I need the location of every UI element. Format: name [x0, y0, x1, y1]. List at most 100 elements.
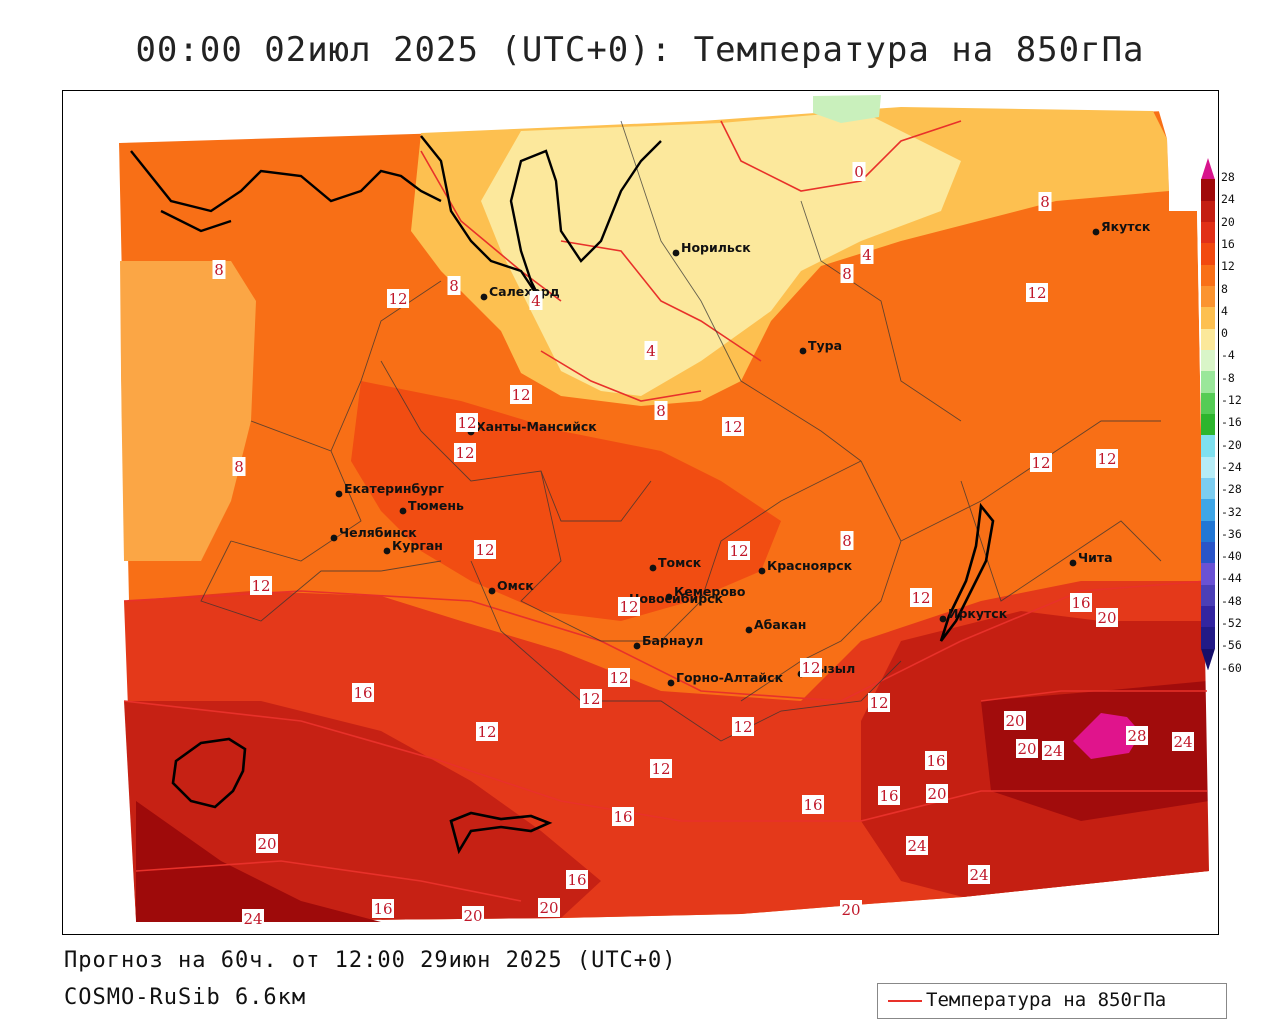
svg-text:24: 24: [907, 837, 926, 855]
temperature-map[interactable]: Норильск Якутск Салехард Тура Ханты-Мансийск…: [62, 90, 1219, 935]
svg-text:12: 12: [1031, 454, 1050, 472]
isotherm-label: 0: [852, 162, 866, 181]
svg-text:20: 20: [1097, 609, 1116, 627]
isotherm-label: 12: [387, 289, 409, 308]
colorbar-segment: [1201, 328, 1215, 351]
svg-text:24: 24: [243, 910, 262, 928]
colorbar-segment: [1201, 222, 1215, 244]
city-marker[interactable]: Салехард: [480, 284, 560, 301]
svg-text:16: 16: [879, 787, 898, 805]
city-marker[interactable]: Норильск: [672, 240, 752, 257]
lake-baikal: [939, 502, 995, 642]
isotherm-lines: [123, 120, 1208, 902]
coastlines: [130, 135, 662, 302]
svg-text:8: 8: [1040, 193, 1050, 211]
city-label: Курган: [392, 538, 443, 553]
svg-text:12: 12: [723, 418, 742, 436]
svg-text:8: 8: [656, 402, 666, 420]
isotherm-label: 12: [800, 658, 822, 677]
svg-text:20: 20: [1017, 740, 1036, 758]
colorbar-segment: [1201, 606, 1215, 628]
city-marker[interactable]: Екатеринбург: [335, 481, 445, 498]
svg-text:8: 8: [234, 458, 244, 476]
svg-text:8: 8: [842, 265, 852, 283]
svg-text:16: 16: [1071, 594, 1090, 612]
colorbar-segment: [1201, 478, 1215, 500]
isotherm-label: 24: [968, 865, 990, 884]
svg-text:4: 4: [531, 292, 541, 310]
city-label: Норильск: [681, 240, 751, 255]
colorbar-tick-label: -36: [1221, 526, 1242, 541]
svg-text:20: 20: [927, 785, 946, 803]
city-dot: [335, 490, 343, 498]
city-label: Красноярск: [767, 558, 853, 573]
city-marker[interactable]: Тура: [799, 338, 842, 355]
svg-text:20: 20: [257, 835, 276, 853]
isotherm-label: 8: [840, 531, 854, 550]
lake-balkhash: [449, 811, 553, 855]
colorbar-segment: [1201, 243, 1215, 266]
colorbar-tick-label: 20: [1221, 214, 1235, 229]
isotherm-label: 12: [910, 588, 932, 607]
svg-text:8: 8: [214, 261, 224, 279]
colorbar-segment: [1201, 392, 1215, 415]
city-marker[interactable]: Челябинск: [330, 525, 418, 542]
city-label: Омск: [497, 578, 534, 593]
legend: Температура на 850гПа: [877, 983, 1227, 1019]
colorbar-tick-label: -28: [1221, 482, 1242, 497]
svg-text:24: 24: [1043, 742, 1062, 760]
isotherm-label: 16: [566, 870, 588, 889]
colorbar-segment: [1201, 520, 1215, 543]
isotherm-label: 16: [352, 683, 374, 702]
city-marker[interactable]: Курган: [383, 538, 443, 555]
svg-text:16: 16: [353, 684, 372, 702]
city-marker[interactable]: Барнаул: [633, 633, 704, 650]
colorbar-tick-label: -4: [1221, 348, 1235, 363]
colorbar-tick-label: -52: [1221, 616, 1242, 630]
colorbar-segment: [1201, 350, 1215, 372]
isotherm-label: 12: [722, 417, 744, 436]
isotherm-label: 8: [1038, 192, 1052, 211]
city-marker[interactable]: Абакан: [745, 617, 807, 634]
city-dot: [745, 626, 753, 634]
colorbar-segment: [1201, 499, 1215, 522]
isotherm-label: 20: [1096, 608, 1118, 627]
isotherm-label: 12: [1026, 283, 1048, 302]
svg-text:16: 16: [926, 752, 945, 770]
colorbar-tick-label: 12: [1221, 259, 1235, 274]
colorbar-tick-label: 24: [1221, 192, 1235, 207]
isotherm-label: 24: [242, 909, 264, 928]
city-dot: [399, 507, 407, 515]
city-marker[interactable]: Кемерово: [665, 584, 746, 601]
city-marker[interactable]: Чита: [1069, 550, 1113, 567]
isotherm-label: 8: [232, 457, 246, 476]
aral-sea: [171, 737, 247, 809]
isotherm-label: 20: [462, 906, 484, 925]
city-marker[interactable]: Ханты-Мансийск: [467, 419, 598, 436]
city-dot: [672, 249, 680, 257]
city-marker[interactable]: Иркутск: [939, 606, 1008, 623]
isotherm-label: 12: [868, 693, 890, 712]
isotherm-label: 20: [1004, 711, 1026, 730]
isotherm-label: 16: [878, 786, 900, 805]
isotherm-label: 12: [580, 689, 602, 708]
isotherm-label: 4: [644, 341, 658, 360]
svg-text:8: 8: [449, 277, 459, 295]
city-marker[interactable]: Красноярск: [758, 558, 853, 575]
city-marker[interactable]: Горно-Алтайск: [667, 670, 784, 687]
isotherm-label: 12: [608, 668, 630, 687]
isotherm-label: 20: [256, 834, 278, 853]
colorbar-tick-label: -12: [1221, 393, 1242, 407]
city-marker[interactable]: Томск: [649, 555, 702, 572]
isotherm-label: 4: [860, 245, 874, 264]
city-dot: [488, 587, 496, 595]
city-dot: [480, 293, 488, 301]
city-marker[interactable]: Якутск: [1092, 219, 1151, 236]
city-dot: [633, 642, 641, 650]
city-label: Ханты-Мансийск: [476, 419, 597, 434]
city-dot: [667, 679, 675, 687]
city-marker[interactable]: Омск: [488, 578, 535, 595]
city-marker[interactable]: Тюмень: [399, 498, 464, 515]
isotherm-label: 16: [802, 795, 824, 814]
